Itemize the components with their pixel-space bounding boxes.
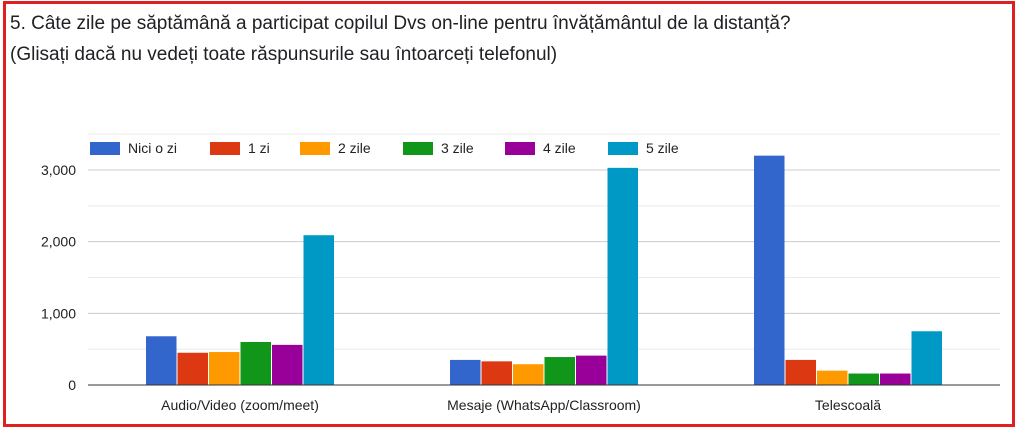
legend-label: 5 zile	[646, 140, 679, 156]
bar-2-2	[481, 361, 512, 385]
legend-label: 2 zile	[338, 140, 371, 156]
legend-item[interactable]: 4 zile	[505, 140, 576, 156]
legend-label: Nici o zi	[128, 140, 177, 156]
category-label: Mesaje (WhatsApp/Classroom)	[447, 397, 641, 413]
bar-1-5	[272, 344, 303, 385]
bar-1-3	[209, 352, 240, 385]
legend-item[interactable]: Nici o zi	[90, 140, 177, 156]
legend-item[interactable]: 2 zile	[300, 140, 371, 156]
bar-3-4	[848, 373, 879, 385]
legend-label: 4 zile	[543, 140, 576, 156]
question-instructions: (Glisați dacă nu vedeți toate răspunsuri…	[10, 44, 558, 65]
legend-label: 1 zi	[248, 140, 270, 156]
bar-3-1	[754, 155, 785, 385]
legend-label: 3 zile	[441, 140, 474, 156]
y-tick-label: 3,000	[41, 162, 76, 178]
legend-swatch	[90, 142, 120, 155]
bar-1-4	[240, 342, 271, 385]
legend-item[interactable]: 3 zile	[403, 140, 474, 156]
bar-3-3	[817, 370, 848, 385]
legend-swatch	[608, 142, 638, 155]
question-text: 5. Câte zile pe săptămână a participat c…	[10, 8, 791, 70]
bar-3-5	[880, 373, 911, 385]
bar-1-2	[177, 352, 208, 385]
legend-item[interactable]: 1 zi	[210, 140, 270, 156]
legend-item[interactable]: 5 zile	[608, 140, 679, 156]
bars	[146, 155, 942, 385]
y-axis-ticks: 0 1,000 2,000 3,000	[41, 162, 76, 393]
bar-2-5	[576, 355, 607, 385]
bar-3-2	[785, 359, 816, 385]
legend[interactable]: Nici o zi 1 zi 2 zile 3 zile 4 zile 5 zile	[90, 140, 679, 156]
y-tick-label: 0	[68, 377, 76, 393]
bar-3-6	[911, 331, 942, 385]
legend-swatch	[210, 142, 240, 155]
gridlines	[88, 133, 1000, 350]
y-tick-label: 1,000	[41, 305, 76, 321]
question-title: 5. Câte zile pe săptămână a participat c…	[10, 13, 791, 34]
legend-swatch	[505, 142, 535, 155]
bar-2-4	[544, 357, 575, 385]
x-axis-categories: Audio/Video (zoom/meet) Mesaje (WhatsApp/…	[161, 397, 881, 413]
bar-2-1	[450, 359, 481, 385]
bar-2-3	[513, 364, 544, 385]
y-tick-label: 2,000	[41, 234, 76, 250]
legend-swatch	[403, 142, 433, 155]
bar-1-1	[146, 336, 177, 385]
category-label: Telescoală	[815, 397, 881, 413]
bar-1-6	[303, 235, 334, 385]
legend-swatch	[300, 142, 330, 155]
category-label: Audio/Video (zoom/meet)	[161, 397, 319, 413]
bar-2-6	[607, 167, 638, 385]
